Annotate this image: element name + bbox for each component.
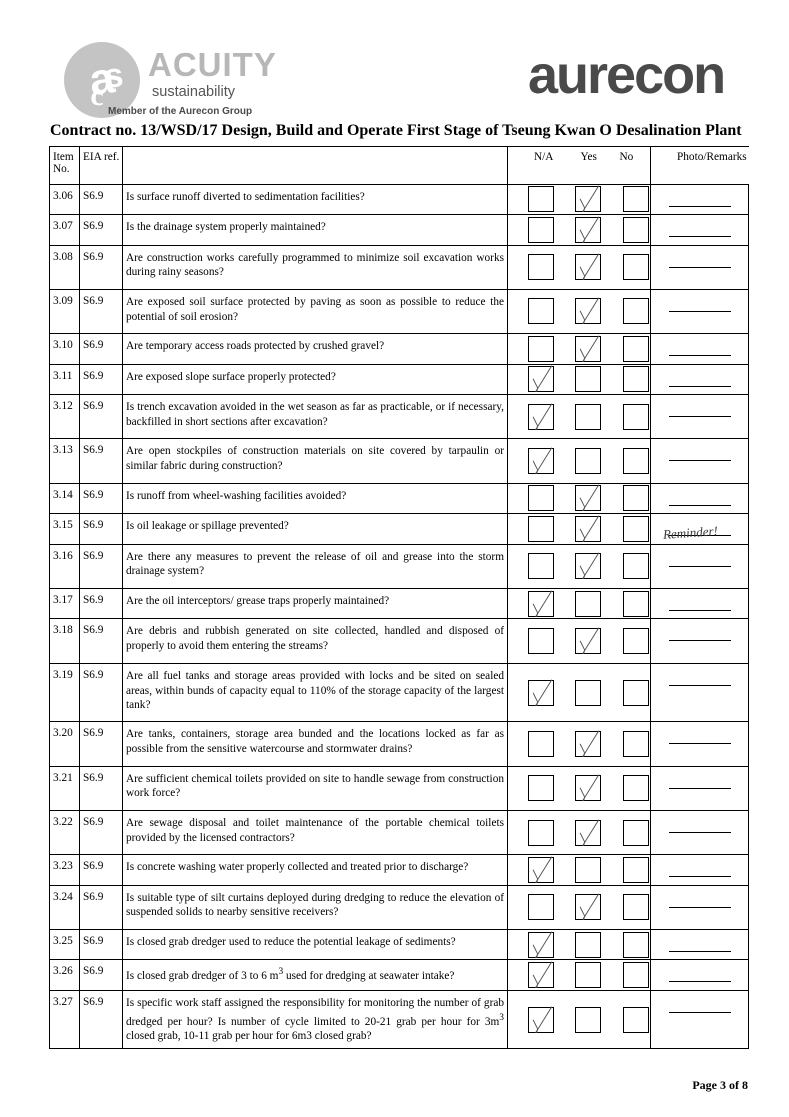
svg-text:c: c (90, 79, 103, 112)
svg-text:s: s (103, 56, 125, 96)
